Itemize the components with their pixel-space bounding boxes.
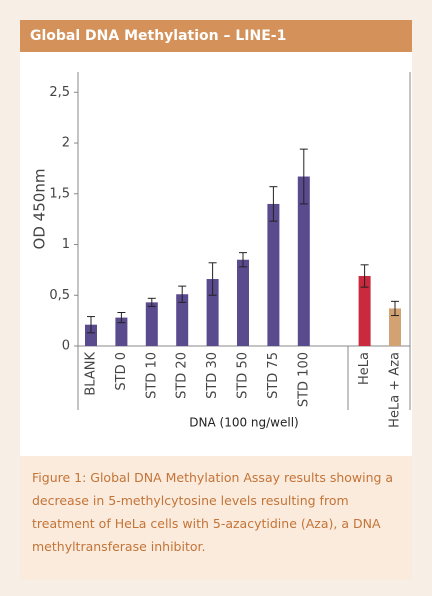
chart-title: Global DNA Methylation – LINE-1 xyxy=(20,20,412,52)
card: Global DNA Methylation – LINE-1 Figure 1… xyxy=(20,20,412,580)
caption: Figure 1: Global DNA Methylation Assay r… xyxy=(20,456,412,580)
x-tick-label: STD 20 xyxy=(175,352,190,399)
y-tick-label: 1,5 xyxy=(49,186,70,201)
y-tick-label: 2,5 xyxy=(49,85,70,100)
y-tick-label: 0,5 xyxy=(49,288,70,303)
bar xyxy=(267,203,280,346)
x-tick-label: STD 10 xyxy=(144,352,159,399)
bar xyxy=(389,308,401,346)
y-tick-label: 1 xyxy=(62,237,70,252)
bar xyxy=(237,259,249,346)
bar xyxy=(206,279,219,346)
x-tick-label: HeLa xyxy=(357,352,372,385)
x-axis-label: DNA (100 ng/well) xyxy=(189,416,298,430)
y-axis-label: OD 450nm xyxy=(31,169,49,250)
x-tick-label: STD 50 xyxy=(236,352,251,399)
x-tick-label: HeLa + Aza xyxy=(388,352,403,428)
x-tick-label: BLANK xyxy=(84,352,99,396)
x-tick-label: STD 100 xyxy=(296,352,311,407)
bar xyxy=(297,176,310,346)
x-tick-label: STD 75 xyxy=(266,352,281,399)
bar xyxy=(358,275,371,346)
bar xyxy=(85,324,97,346)
x-tick-label: STD 30 xyxy=(205,352,220,399)
bar xyxy=(115,317,128,346)
bar xyxy=(176,294,189,346)
y-tick-label: 0 xyxy=(62,339,70,354)
y-tick-label: 2 xyxy=(62,136,70,151)
bar xyxy=(145,302,158,346)
x-tick-label: STD 0 xyxy=(114,352,129,391)
